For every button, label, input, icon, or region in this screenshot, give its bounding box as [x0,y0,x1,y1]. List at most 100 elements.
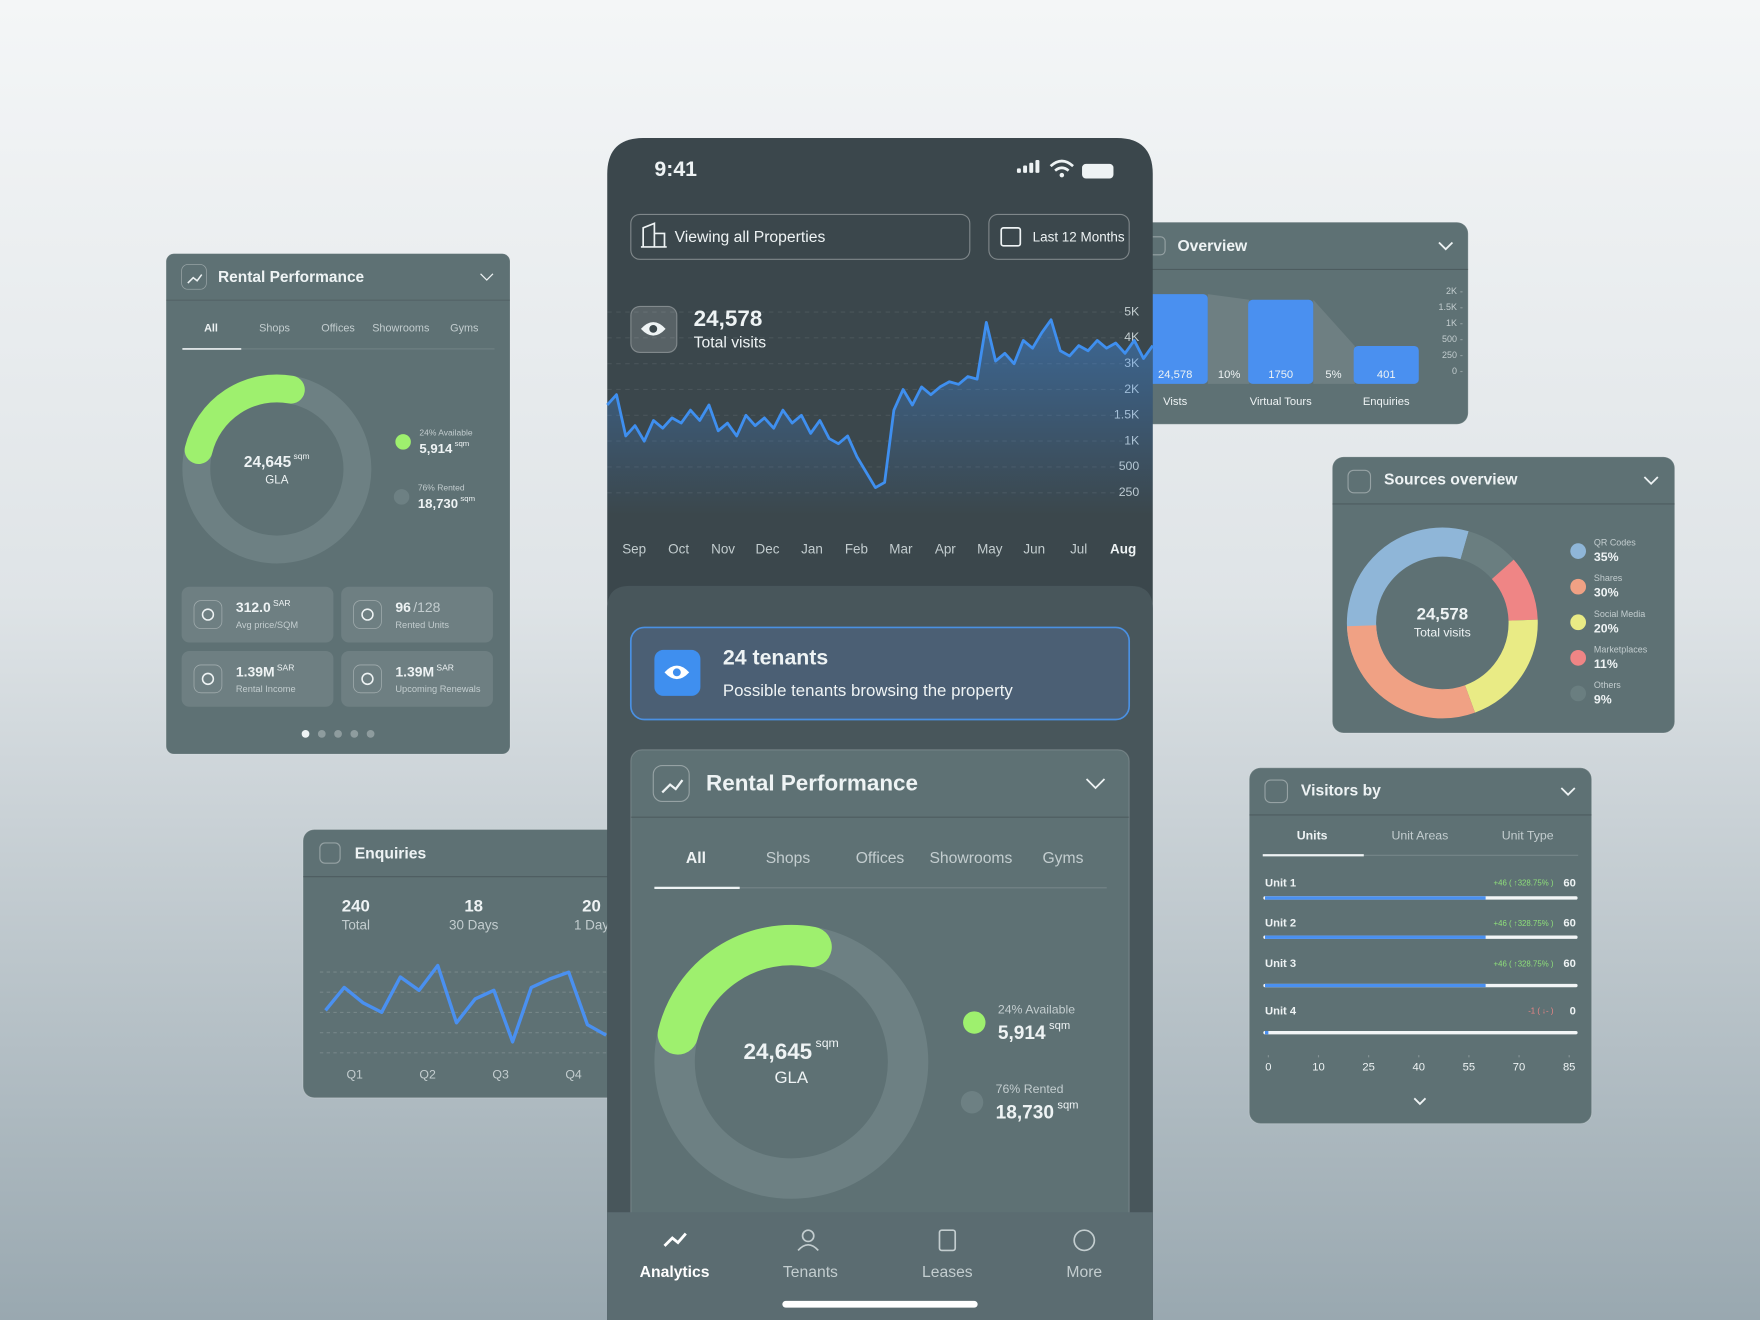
page-dot[interactable] [334,729,342,738]
legend-share: 76% Rented [996,1082,1064,1096]
tab[interactable]: Unit Type [1502,828,1554,842]
tab[interactable]: Offices [856,850,905,867]
card-title: Overview [1177,238,1248,255]
center-label: Total visits [1414,625,1471,639]
filter-label[interactable]: Last 12 Months [1033,230,1125,245]
tab-bar: Analytics Tenants Leases More [607,1212,1153,1320]
card-title: Rental Performance [706,771,918,796]
legend-label: Social Media [1594,609,1645,619]
x-tick-label: Feb [845,542,868,557]
y-tick-label: 1K [1446,318,1457,328]
stat-value: 1.39M [395,663,434,679]
page-dot[interactable] [317,729,326,738]
tab[interactable]: Shops [766,850,811,867]
page-dot[interactable] [301,729,310,738]
y-tick-label: 250 [1442,350,1457,360]
legend-label: Shares [1594,573,1623,583]
legend-dot [1570,614,1587,631]
tab-label[interactable]: Tenants [783,1264,838,1281]
icon-more [1073,1229,1096,1252]
tab[interactable]: Gyms [450,323,479,335]
stat-value: 96 [395,599,411,615]
battery [1082,163,1114,179]
value-label: 60 [1563,918,1575,930]
chevron[interactable] [1085,778,1106,790]
page-dot[interactable] [366,729,375,738]
tab-label[interactable]: Analytics [640,1264,710,1281]
filter[interactable] [630,213,971,260]
unit: sqm [455,439,470,448]
chevron[interactable] [1413,1097,1427,1106]
y-tick-label: 1.5K [1438,302,1456,312]
unit: /128 [413,599,440,615]
bar [1265,983,1486,988]
icon-glyph [361,608,374,621]
tenants-banner[interactable] [629,626,1131,721]
filter-label[interactable]: Viewing all Properties [675,229,826,246]
value-label: 60 [1563,958,1575,970]
legend-share: 24% Available [998,1002,1075,1016]
change-label: +46 ( ↑328.75% ) [1494,919,1554,928]
icon [353,600,382,629]
value-label: 35% [1594,550,1619,564]
legend-dot [1570,685,1587,702]
x-tick-label: Q3 [492,1068,509,1082]
page-dot[interactable] [350,729,359,738]
pupil [672,668,681,677]
tab[interactable]: All [686,850,706,867]
tab[interactable]: All [204,323,218,335]
x-tick-label: 25 [1362,1061,1374,1073]
row-label: Unit 1 [1265,877,1296,889]
tab[interactable]: Offices [321,323,355,335]
value-label: 24,578 [1158,369,1192,381]
legend-value: 5,914 [419,441,453,456]
chevron[interactable] [1438,241,1454,251]
line [324,963,607,1044]
unit: SAR [277,662,294,672]
chevron[interactable] [1643,476,1659,486]
legend-label: Marketplaces [1594,644,1648,654]
tab-label[interactable]: More [1066,1264,1102,1281]
unit: sqm [1049,1020,1070,1032]
legend-dot [393,489,410,505]
card-title: Enquiries [355,845,427,862]
tab[interactable]: Showrooms [372,323,430,335]
tab[interactable]: Units [1297,828,1328,842]
icon-glyph [201,608,215,621]
x-tick-label: Jan [801,542,823,557]
value-label: 20% [1594,621,1619,635]
donut-segment [1464,619,1538,713]
tab[interactable]: Shops [259,323,290,335]
x-tick-label: 10 [1312,1061,1324,1073]
value-label: 30% [1594,586,1619,600]
stat-tile [341,650,493,707]
tab[interactable]: Showrooms [929,850,1012,867]
conversion-label: 5% [1325,369,1341,381]
chevron[interactable] [480,273,494,281]
donut-segment [1346,624,1475,719]
legend-dot [1570,578,1587,595]
stat-tile [181,650,334,707]
unit: sqm [460,494,475,503]
x-tick-label: Virtual Tours [1250,396,1312,408]
chevron[interactable] [1560,787,1576,796]
legend-value: 5,914 [998,1023,1046,1044]
tab-label[interactable]: Leases [922,1264,973,1281]
signal [1029,162,1034,173]
tab[interactable]: Unit Areas [1391,828,1448,842]
filter[interactable] [988,213,1130,260]
icon [652,764,690,802]
icon-trend [661,779,684,794]
card-title: Visitors by [1301,782,1381,799]
rental-card-small: Rental Performance All Shops Offices Showroo… [165,253,511,755]
y-tick-label: 0 [1452,366,1457,376]
bar [1248,299,1314,384]
legend-share: 24% Available [419,428,473,438]
x-tick-label: 85 [1563,1061,1575,1073]
legend-dot [1570,650,1587,666]
stat-tile [181,586,334,643]
tab[interactable]: Gyms [1042,850,1083,867]
donut-available [184,374,305,464]
